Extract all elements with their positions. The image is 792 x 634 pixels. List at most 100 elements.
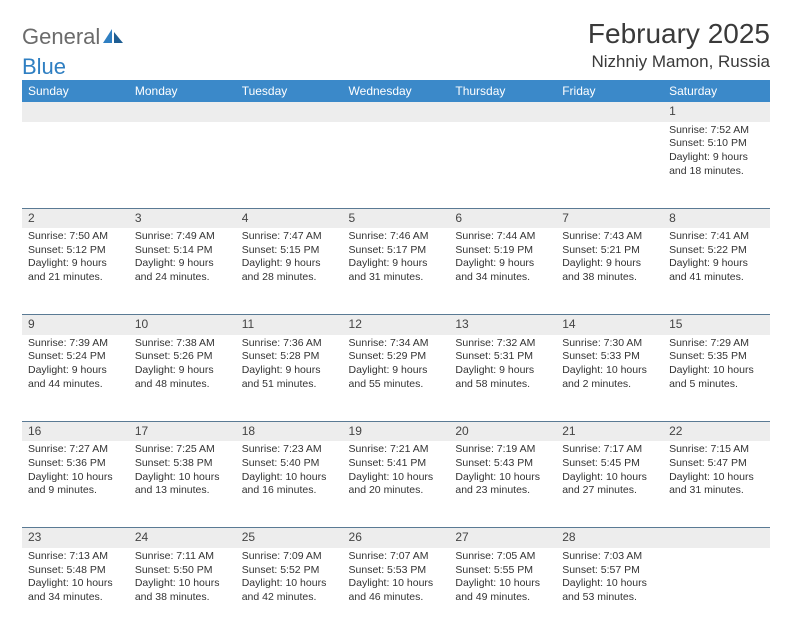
sunrise-line: Sunrise: 7:27 AM [28, 443, 123, 457]
daylight-line: and 41 minutes. [669, 271, 764, 285]
daylight-line: and 23 minutes. [455, 484, 550, 498]
sunrise-line: Sunrise: 7:05 AM [455, 550, 550, 564]
day-cell-body: Sunrise: 7:36 AMSunset: 5:28 PMDaylight:… [236, 335, 343, 396]
day-cell [343, 122, 450, 208]
day-cell: Sunrise: 7:43 AMSunset: 5:21 PMDaylight:… [556, 228, 663, 314]
day-number: 17 [129, 421, 236, 442]
title-block: February 2025 Nizhniy Mamon, Russia [588, 18, 770, 72]
day-cell: Sunrise: 7:36 AMSunset: 5:28 PMDaylight:… [236, 335, 343, 421]
daylight-line: and 46 minutes. [349, 591, 444, 605]
day-number: 23 [22, 527, 129, 548]
month-title: February 2025 [588, 18, 770, 50]
day-cell: Sunrise: 7:50 AMSunset: 5:12 PMDaylight:… [22, 228, 129, 314]
sunrise-line: Sunrise: 7:50 AM [28, 230, 123, 244]
day-number: 2 [22, 208, 129, 229]
sunset-line: Sunset: 5:28 PM [242, 350, 337, 364]
day-number-empty [129, 102, 236, 122]
day-cell [129, 122, 236, 208]
daylight-line: Daylight: 10 hours [562, 471, 657, 485]
daylight-line: Daylight: 10 hours [242, 471, 337, 485]
daylight-line: Daylight: 10 hours [242, 577, 337, 591]
day-number: 3 [129, 208, 236, 229]
sunset-line: Sunset: 5:33 PM [562, 350, 657, 364]
sunrise-line: Sunrise: 7:30 AM [562, 337, 657, 351]
sunrise-line: Sunrise: 7:13 AM [28, 550, 123, 564]
sunset-line: Sunset: 5:57 PM [562, 564, 657, 578]
sunrise-line: Sunrise: 7:38 AM [135, 337, 230, 351]
sunset-line: Sunset: 5:19 PM [455, 244, 550, 258]
daylight-line: and 31 minutes. [349, 271, 444, 285]
sunset-line: Sunset: 5:35 PM [669, 350, 764, 364]
calendar-body: 1Sunrise: 7:52 AMSunset: 5:10 PMDaylight… [22, 102, 770, 634]
week-content-row: Sunrise: 7:39 AMSunset: 5:24 PMDaylight:… [22, 335, 770, 421]
day-number: 12 [343, 314, 450, 335]
sunset-line: Sunset: 5:45 PM [562, 457, 657, 471]
daylight-line: and 5 minutes. [669, 378, 764, 392]
day-number: 6 [449, 208, 556, 229]
day-number-empty [556, 102, 663, 122]
day-cell [663, 548, 770, 634]
day-cell-body: Sunrise: 7:46 AMSunset: 5:17 PMDaylight:… [343, 228, 450, 289]
sunset-line: Sunset: 5:12 PM [28, 244, 123, 258]
sunrise-line: Sunrise: 7:15 AM [669, 443, 764, 457]
sunrise-line: Sunrise: 7:32 AM [455, 337, 550, 351]
day-cell: Sunrise: 7:21 AMSunset: 5:41 PMDaylight:… [343, 441, 450, 527]
daylight-line: Daylight: 10 hours [562, 577, 657, 591]
day-cell: Sunrise: 7:38 AMSunset: 5:26 PMDaylight:… [129, 335, 236, 421]
day-number-empty [449, 102, 556, 122]
daylight-line: and 34 minutes. [28, 591, 123, 605]
day-number: 10 [129, 314, 236, 335]
day-cell-body: Sunrise: 7:52 AMSunset: 5:10 PMDaylight:… [663, 122, 770, 183]
daylight-line: Daylight: 9 hours [242, 257, 337, 271]
daylight-line: Daylight: 9 hours [28, 364, 123, 378]
day-cell-body: Sunrise: 7:43 AMSunset: 5:21 PMDaylight:… [556, 228, 663, 289]
day-number-empty [22, 102, 129, 122]
daylight-line: Daylight: 9 hours [242, 364, 337, 378]
day-cell-body: Sunrise: 7:21 AMSunset: 5:41 PMDaylight:… [343, 441, 450, 502]
sunset-line: Sunset: 5:53 PM [349, 564, 444, 578]
weekday-header: Sunday [22, 80, 129, 102]
day-number: 20 [449, 421, 556, 442]
day-cell [236, 122, 343, 208]
day-cell: Sunrise: 7:17 AMSunset: 5:45 PMDaylight:… [556, 441, 663, 527]
weekday-header: Saturday [663, 80, 770, 102]
sunrise-line: Sunrise: 7:19 AM [455, 443, 550, 457]
day-cell: Sunrise: 7:32 AMSunset: 5:31 PMDaylight:… [449, 335, 556, 421]
day-cell-body: Sunrise: 7:30 AMSunset: 5:33 PMDaylight:… [556, 335, 663, 396]
day-cell-body: Sunrise: 7:50 AMSunset: 5:12 PMDaylight:… [22, 228, 129, 289]
brand-word1: General [22, 24, 100, 50]
daylight-line: and 28 minutes. [242, 271, 337, 285]
sunset-line: Sunset: 5:14 PM [135, 244, 230, 258]
brand-logo: General [22, 18, 123, 50]
day-cell [22, 122, 129, 208]
sunrise-line: Sunrise: 7:34 AM [349, 337, 444, 351]
week-content-row: Sunrise: 7:27 AMSunset: 5:36 PMDaylight:… [22, 441, 770, 527]
daylight-line: Daylight: 10 hours [455, 577, 550, 591]
week-daynum-row: 9101112131415 [22, 314, 770, 335]
sunrise-line: Sunrise: 7:21 AM [349, 443, 444, 457]
sunset-line: Sunset: 5:55 PM [455, 564, 550, 578]
day-number: 25 [236, 527, 343, 548]
day-cell: Sunrise: 7:47 AMSunset: 5:15 PMDaylight:… [236, 228, 343, 314]
day-cell-body: Sunrise: 7:41 AMSunset: 5:22 PMDaylight:… [663, 228, 770, 289]
sunset-line: Sunset: 5:29 PM [349, 350, 444, 364]
calendar-page: General February 2025 Nizhniy Mamon, Rus… [0, 0, 792, 634]
day-number: 4 [236, 208, 343, 229]
sunset-line: Sunset: 5:50 PM [135, 564, 230, 578]
day-number-empty [236, 102, 343, 122]
daylight-line: Daylight: 10 hours [135, 471, 230, 485]
day-cell-body: Sunrise: 7:23 AMSunset: 5:40 PMDaylight:… [236, 441, 343, 502]
day-cell: Sunrise: 7:23 AMSunset: 5:40 PMDaylight:… [236, 441, 343, 527]
sunset-line: Sunset: 5:17 PM [349, 244, 444, 258]
sunrise-line: Sunrise: 7:11 AM [135, 550, 230, 564]
day-cell-body: Sunrise: 7:19 AMSunset: 5:43 PMDaylight:… [449, 441, 556, 502]
daylight-line: Daylight: 10 hours [669, 364, 764, 378]
sunrise-line: Sunrise: 7:25 AM [135, 443, 230, 457]
sunrise-line: Sunrise: 7:17 AM [562, 443, 657, 457]
sunset-line: Sunset: 5:26 PM [135, 350, 230, 364]
sunrise-line: Sunrise: 7:46 AM [349, 230, 444, 244]
weekday-header: Monday [129, 80, 236, 102]
daylight-line: Daylight: 9 hours [455, 257, 550, 271]
daylight-line: and 34 minutes. [455, 271, 550, 285]
day-number: 5 [343, 208, 450, 229]
